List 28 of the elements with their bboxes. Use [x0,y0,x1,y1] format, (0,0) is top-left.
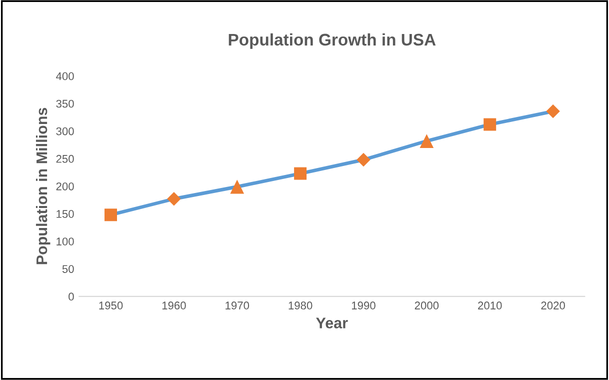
point [294,167,307,180]
y-tick-label: 300 [56,127,74,136]
x-tick-label: 1960 [162,302,186,310]
y-tick-label: 100 [56,238,74,246]
chart-title: Population Growth in USA [228,33,436,49]
y-axis-title: Population in Millions [36,108,50,264]
x-tick-label: 1990 [352,302,376,310]
y-tick-label: 50 [62,265,74,273]
y-tick-label: 250 [56,154,74,163]
x-axis-title: Year [316,318,348,328]
point [420,134,434,148]
point [356,152,370,167]
x-tick-label: 1950 [99,302,123,310]
y-tick-label: 0 [68,292,74,301]
x-tick-label: 1980 [288,302,312,310]
x-tick-label: 2000 [414,302,439,310]
y-tick-label: 400 [56,72,74,80]
y-tick-label: 200 [56,182,74,190]
y-tick-label: 150 [56,210,74,218]
x-tick-label: 2010 [478,302,502,310]
point [546,104,560,118]
point [230,180,244,194]
x-tick-label: 2020 [541,302,565,310]
y-tick-label: 350 [56,100,74,108]
point [167,192,181,206]
point [484,118,496,131]
x-tick-label: 1970 [226,302,250,310]
point [104,208,118,222]
